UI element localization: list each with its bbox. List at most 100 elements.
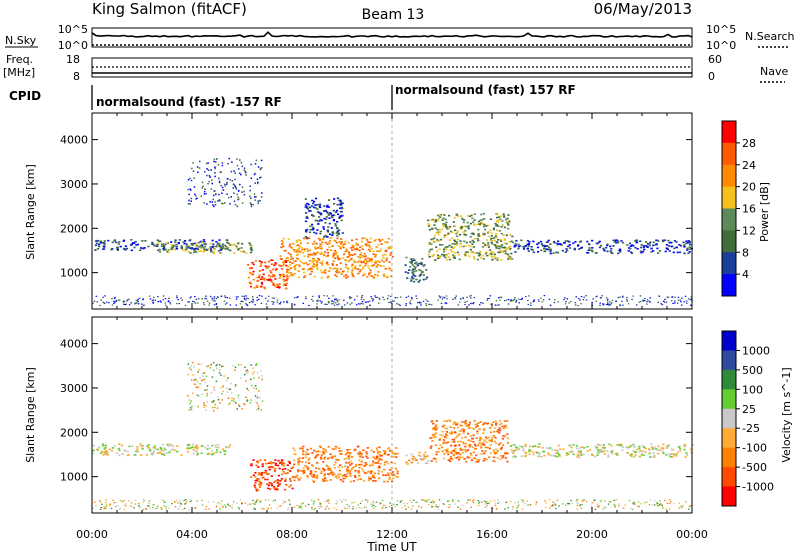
colorbar-swatch	[722, 142, 736, 166]
colorbar-swatch	[722, 230, 736, 253]
x-tick-label: 20:00	[576, 528, 608, 541]
scatter-band	[513, 239, 693, 255]
velocity-y-axis: 1000 2000 3000 4000	[60, 338, 692, 484]
freq-tick-top: 18	[66, 53, 80, 66]
colorbar-tick-label: 100	[742, 383, 763, 396]
power-scatter	[92, 157, 693, 307]
nsky-tick-top: 10^5	[58, 23, 88, 36]
nsearch-label: N.Search	[745, 30, 795, 43]
colorbar-swatch	[722, 186, 736, 209]
colorbar-swatch	[722, 447, 736, 468]
nsky-label: N.Sky	[5, 34, 37, 47]
colorbar-swatch	[722, 408, 736, 429]
scatter-band	[509, 443, 694, 459]
scatter-band	[279, 237, 394, 279]
scatter-band	[154, 241, 254, 255]
velocity-ytick-label: 2000	[60, 426, 88, 439]
colorbar-tick-label: -25	[742, 422, 760, 435]
colorbar-swatch	[722, 121, 736, 144]
colorbar-tick-label: 28	[742, 137, 756, 150]
x-tick-label: 00:00	[76, 528, 108, 541]
cpid-label: CPID	[9, 89, 41, 103]
cpid-segment-2: normalsound (fast) 157 RF	[395, 83, 576, 97]
colorbar-tick-label: 24	[742, 159, 756, 172]
colorbar-swatch	[722, 252, 736, 275]
colorbar-swatch	[722, 208, 736, 231]
x-tick-label: 08:00	[276, 528, 308, 541]
nave-label: Nave	[760, 65, 788, 78]
freq-unit: [MHz]	[3, 66, 35, 79]
velocity-scatter	[92, 361, 694, 511]
colorbar-swatch	[722, 331, 736, 351]
scatter-band	[304, 197, 344, 239]
power-ytick-label: 1000	[60, 267, 88, 280]
colorbar-tick-label: 500	[742, 364, 763, 377]
colorbar-swatch	[722, 350, 736, 371]
velocity-colorbar-label: Velocity [m s^-1]	[780, 367, 793, 462]
colorbar-swatch	[722, 486, 736, 507]
nsearch-tick-top: 10^5	[706, 23, 736, 36]
power-y-axis: 1000 2000 3000 4000	[60, 134, 692, 280]
colorbar-tick-label: -100	[742, 442, 767, 455]
date-title: 06/May/2013	[594, 0, 692, 18]
nsearch-tick-bottom: 10^0	[706, 39, 736, 52]
nsky-panel	[91, 27, 693, 48]
velocity-ytick-label: 4000	[60, 338, 88, 351]
colorbar-tick-label: 4	[742, 268, 749, 281]
freq-panel	[91, 57, 693, 78]
cpid-segment-1: normalsound (fast) -157 RF	[96, 95, 282, 109]
colorbar-tick-label: 16	[742, 203, 756, 216]
velocity-x-axis: 00:00 04:00 08:00 12:00 16:00 20:00 00:00	[76, 317, 708, 541]
colorbar-swatch	[722, 274, 736, 297]
nave-tick-top: 60	[708, 53, 722, 66]
x-axis-label: Time UT	[366, 540, 417, 554]
scatter-band	[427, 212, 515, 261]
power-colorbar-label: Power [dB]	[758, 182, 771, 242]
colorbar-tick-label: 8	[742, 246, 749, 259]
power-x-ticks	[91, 113, 693, 309]
colorbar-swatch	[722, 369, 736, 390]
freq-label: Freq.	[6, 53, 33, 66]
power-ytick-label: 2000	[60, 222, 88, 235]
colorbar-swatch	[722, 389, 736, 410]
scatter-band	[429, 419, 510, 463]
colorbar-tick-label: -1000	[742, 481, 774, 494]
freq-tick-bottom: 8	[73, 70, 80, 83]
power-ytick-label: 4000	[60, 134, 88, 147]
velocity-ytick-label: 1000	[60, 471, 88, 484]
x-tick-label: 12:00	[376, 528, 408, 541]
colorbar-tick-label: 1000	[742, 344, 770, 357]
nsky-trace	[91, 31, 693, 38]
power-colorbar: 28 24 20 16 12 8 4	[721, 120, 756, 297]
power-panel: 1000 2000 3000 4000	[60, 112, 693, 310]
scatter-band	[292, 445, 399, 483]
colorbar-tick-label: -500	[742, 461, 767, 474]
colorbar-tick-label: 25	[742, 403, 756, 416]
power-ytick-label: 3000	[60, 178, 88, 191]
nsky-tick-bottom: 10^0	[58, 39, 88, 52]
power-ylabel: Slant Range [km]	[24, 164, 37, 260]
station-title: King Salmon (fitACF)	[92, 0, 247, 18]
colorbar-tick-label: 12	[742, 224, 756, 237]
scatter-band	[92, 443, 232, 457]
velocity-ylabel: Slant Range [km]	[24, 367, 37, 463]
scatter-band	[404, 256, 429, 283]
x-tick-label: 00:00	[676, 528, 708, 541]
scatter-noise	[92, 361, 692, 511]
colorbar-tick-label: 20	[742, 181, 756, 194]
nave-tick-bottom: 0	[708, 70, 715, 83]
scatter-noise	[92, 157, 693, 307]
beam-title: Beam 13	[362, 7, 425, 23]
colorbar-swatch	[722, 467, 736, 488]
x-tick-label: 16:00	[476, 528, 508, 541]
velocity-ytick-label: 3000	[60, 382, 88, 395]
scatter-band	[250, 459, 295, 492]
velocity-colorbar: 1000 500 100 25 -25 -100 -500 -1000	[721, 330, 774, 507]
colorbar-swatch	[722, 428, 736, 449]
colorbar-swatch	[722, 164, 736, 188]
scatter-band	[247, 259, 289, 290]
x-tick-label: 04:00	[176, 528, 208, 541]
scatter-band	[405, 451, 430, 465]
velocity-panel: 1000 2000 3000 4000 00:00 04:00 08:00 12:00 16:…	[60, 316, 708, 541]
